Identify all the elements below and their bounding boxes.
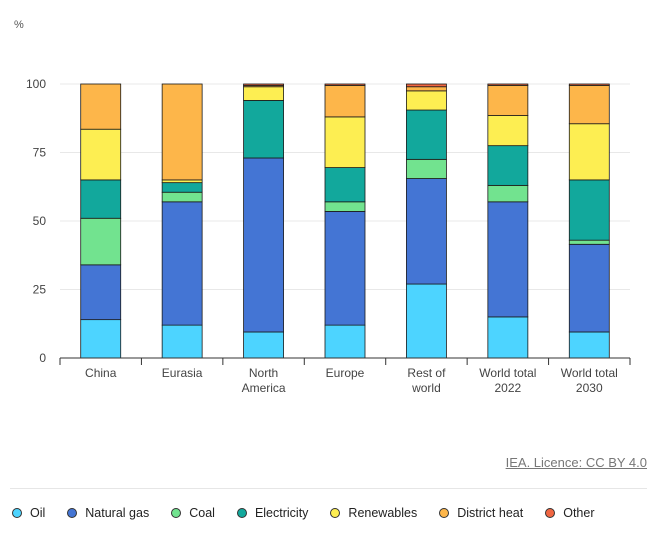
- bar-segment-other[interactable]: [406, 83, 447, 88]
- bar-stack[interactable]: [406, 83, 447, 359]
- legend-label: Other: [563, 506, 595, 520]
- bar-segment-renewables[interactable]: [80, 128, 122, 181]
- bar-stack[interactable]: [161, 83, 203, 359]
- bar-segment-natural-gas[interactable]: [406, 178, 447, 285]
- bars: [80, 83, 610, 359]
- legend-label: Electricity: [254, 506, 309, 520]
- x-tick-label: World total 2022: [479, 366, 536, 395]
- legend-item-oil[interactable]: Oil: [12, 506, 45, 520]
- bar-segment-coal[interactable]: [324, 201, 366, 212]
- bar-segment-electricity[interactable]: [324, 167, 366, 203]
- y-unit-label: %: [14, 19, 24, 31]
- bar-segment-oil[interactable]: [568, 331, 610, 359]
- bar-segment-other[interactable]: [324, 83, 366, 86]
- bar-segment-other[interactable]: [243, 83, 284, 86]
- x-tick-label: World total 2030: [561, 366, 618, 395]
- bar-segment-renewables[interactable]: [568, 123, 610, 181]
- bar-segment-oil[interactable]: [161, 324, 203, 359]
- y-tick-label: 0: [39, 351, 46, 365]
- bar-segment-renewables[interactable]: [487, 115, 529, 147]
- x-axis: China Eurasia North America Europe Rest of wor…: [59, 357, 631, 395]
- bar-segment-oil[interactable]: [80, 319, 122, 359]
- legend-item-other[interactable]: Other: [545, 506, 594, 520]
- legend-label: Natural gas: [85, 506, 150, 520]
- bar-segment-district-heat[interactable]: [324, 84, 366, 118]
- source-link[interactable]: IEA. Licence: CC BY 4.0: [505, 455, 647, 470]
- bar-segment-natural-gas[interactable]: [243, 157, 284, 333]
- bar-segment-oil[interactable]: [406, 283, 447, 359]
- x-tick-label: Europe: [326, 366, 365, 380]
- y-tick-label: 25: [33, 283, 47, 297]
- bar-segment-coal[interactable]: [406, 158, 447, 179]
- bar-stack[interactable]: [487, 83, 529, 359]
- bar-segment-district-heat[interactable]: [406, 86, 447, 92]
- bar-segment-other[interactable]: [487, 83, 529, 86]
- legend-item-natural-gas[interactable]: Natural gas: [67, 506, 149, 520]
- bar-stack[interactable]: [80, 83, 122, 359]
- y-tick-label: 75: [33, 146, 47, 160]
- bar-segment-natural-gas[interactable]: [487, 201, 529, 318]
- legend-label: District heat: [457, 506, 524, 520]
- bar-segment-natural-gas[interactable]: [324, 211, 366, 326]
- bar-segment-coal[interactable]: [161, 191, 203, 203]
- legend-item-electricity[interactable]: Electricity: [236, 506, 309, 520]
- legend-swatch: [12, 508, 22, 518]
- bar-segment-electricity[interactable]: [487, 145, 529, 186]
- bar-segment-coal[interactable]: [568, 239, 610, 245]
- bar-segment-renewables[interactable]: [161, 179, 203, 184]
- x-tick-label: China: [85, 366, 117, 380]
- legend-swatch: [545, 508, 556, 518]
- x-tick-label: Rest of world: [407, 366, 446, 395]
- bar-segment-renewables[interactable]: [324, 116, 366, 168]
- legend-item-renewables[interactable]: Renewables: [330, 506, 417, 520]
- bar-segment-oil[interactable]: [324, 324, 366, 359]
- x-tick-label: North America: [242, 366, 286, 395]
- bar-segment-electricity[interactable]: [568, 179, 610, 241]
- bar-stack[interactable]: [568, 83, 610, 359]
- bar-segment-natural-gas[interactable]: [161, 201, 203, 326]
- legend-swatch: [330, 508, 341, 518]
- y-tick-label: 50: [33, 214, 47, 228]
- bar-segment-electricity[interactable]: [406, 109, 447, 160]
- bar-segment-natural-gas[interactable]: [80, 264, 122, 321]
- divider: [10, 488, 647, 489]
- legend: Oil Natural gas Coal Electricity Renewables D…: [12, 506, 616, 520]
- bar-segment-district-heat[interactable]: [161, 83, 203, 181]
- y-tick-label: 100: [26, 77, 46, 91]
- bar-segment-district-heat[interactable]: [487, 84, 529, 116]
- x-tick-label: Eurasia: [162, 366, 203, 380]
- bar-segment-district-heat[interactable]: [568, 84, 610, 125]
- bar-stack[interactable]: [324, 83, 366, 359]
- legend-label: Renewables: [348, 506, 418, 520]
- bar-segment-electricity[interactable]: [80, 179, 122, 219]
- legend-swatch: [236, 508, 247, 518]
- legend-swatch: [171, 508, 182, 518]
- bar-segment-renewables[interactable]: [406, 90, 447, 111]
- bar-segment-coal[interactable]: [487, 184, 529, 203]
- y-tick-labels: 0 25 50 75 100: [26, 77, 46, 365]
- bar-segment-other[interactable]: [568, 83, 610, 86]
- legend-swatch: [439, 508, 450, 518]
- legend-item-district-heat[interactable]: District heat: [439, 506, 523, 520]
- legend-swatch: [67, 508, 78, 518]
- bar-segment-electricity[interactable]: [243, 100, 284, 159]
- bar-segment-coal[interactable]: [80, 217, 122, 266]
- bar-segment-oil[interactable]: [487, 316, 529, 359]
- legend-label: Oil: [30, 506, 46, 520]
- chart: % 0 25 50 75 100 China Eurasia North America Eur…: [14, 19, 631, 395]
- bar-segment-electricity[interactable]: [161, 182, 203, 193]
- bar-segment-oil[interactable]: [243, 331, 284, 359]
- legend-item-coal[interactable]: Coal: [171, 506, 215, 520]
- bar-segment-district-heat[interactable]: [80, 83, 122, 130]
- bar-stack[interactable]: [243, 83, 284, 359]
- bar-segment-renewables[interactable]: [243, 86, 284, 101]
- legend-label: Coal: [189, 506, 215, 520]
- bar-segment-natural-gas[interactable]: [568, 243, 610, 333]
